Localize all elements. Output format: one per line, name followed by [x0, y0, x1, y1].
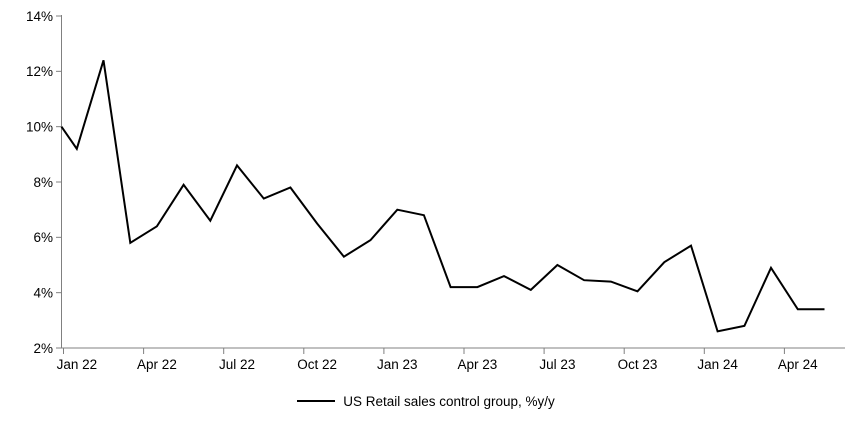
- x-axis-tick-label: Jul 23: [539, 357, 575, 372]
- y-axis-tick-label: 4%: [33, 285, 53, 300]
- x-axis-tick-label: Jan 23: [377, 357, 418, 372]
- legend: US Retail sales control group, %y/y: [0, 391, 852, 411]
- x-axis-tick-label: Oct 22: [297, 357, 337, 372]
- x-axis-tick-label: Apr 24: [778, 357, 818, 372]
- y-axis-tick-label: 14%: [26, 9, 53, 24]
- y-axis-tick-label: 2%: [33, 341, 53, 356]
- x-axis-tick-label: Jan 22: [57, 357, 98, 372]
- legend-label: US Retail sales control group, %y/y: [343, 393, 555, 409]
- x-axis-tick-label: Apr 22: [137, 357, 177, 372]
- x-axis-tick-label: Oct 23: [618, 357, 658, 372]
- x-axis-tick-label: Jan 24: [697, 357, 738, 372]
- x-axis-tick-label: Jul 22: [219, 357, 255, 372]
- y-axis-tick-label: 8%: [33, 175, 53, 190]
- x-axis-tick-label: Apr 23: [457, 357, 497, 372]
- y-axis-tick-label: 12%: [26, 64, 53, 79]
- y-axis-tick-label: 10%: [26, 119, 53, 134]
- series-line: [60, 60, 825, 333]
- y-axis-tick-label: 6%: [33, 230, 53, 245]
- legend-line-swatch: [297, 400, 336, 402]
